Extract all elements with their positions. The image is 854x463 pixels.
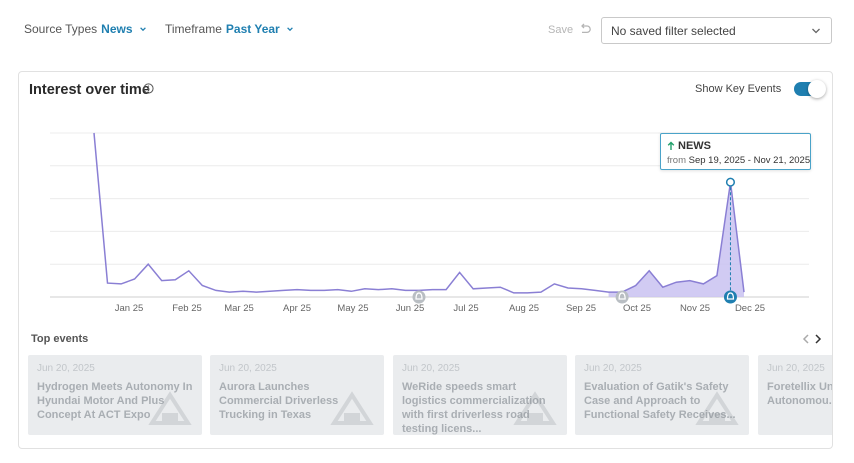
event-card[interactable]: Jun 20, 2025 Evaluation of Gatik's Safety… [575, 355, 749, 435]
timeframe-filter[interactable]: Timeframe Past Year [165, 22, 294, 36]
interest-over-time-card: Interest over time Show Key Events Jan 2… [18, 71, 833, 449]
x-tick-label: Jul 25 [453, 303, 478, 314]
key-event-marker [412, 290, 426, 304]
event-watermark-icon [513, 391, 557, 425]
tooltip-date-range: Sep 19, 2025 - Nov 21, 2025 [688, 155, 811, 166]
x-tick-label: May 25 [337, 303, 368, 314]
timeframe-label: Timeframe [165, 22, 222, 36]
event-headline: Hydrogen Meets Autonomy In Hyundai Motor… [37, 381, 193, 421]
highlight-area [608, 182, 744, 297]
bell-icon [415, 292, 423, 300]
x-tick-label: Feb 25 [172, 303, 202, 314]
source-types-filter[interactable]: Source Types News [24, 22, 147, 36]
event-date: Jun 20, 2025 [584, 363, 642, 374]
key-event-marker [615, 290, 629, 304]
x-tick-label: Mar 25 [224, 303, 254, 314]
event-watermark-icon [330, 391, 374, 425]
saved-filter-placeholder: No saved filter selected [611, 24, 736, 38]
x-tick-label: Dec 25 [735, 303, 765, 314]
chevron-down-icon [812, 28, 820, 34]
x-tick-label: Jan 25 [115, 303, 144, 314]
show-key-events-toggle[interactable] [794, 80, 826, 98]
events-carousel: Jun 20, 2025 Hydrogen Meets Autonomy In H… [28, 355, 832, 436]
timeframe-value[interactable]: Past Year [225, 22, 280, 36]
event-date: Jun 20, 2025 [219, 363, 277, 374]
event-headline: Evaluation of Gatik's Safety Case and Ap… [584, 381, 736, 421]
event-card[interactable]: Jun 20, 2025 Foretellix Un... Platform To… [758, 355, 832, 435]
event-card[interactable]: Jun 20, 2025 WeRide speeds smart logistic… [393, 355, 567, 435]
chevron-down-icon[interactable] [286, 25, 294, 33]
save-button[interactable]: Save [548, 24, 574, 36]
event-headline: Foretellix Un... Platform To... Autonomo… [767, 381, 832, 407]
arrow-up-icon [667, 141, 675, 150]
event-card[interactable]: Jun 20, 2025 Aurora Launches Commercial D… [210, 355, 384, 435]
tooltip-range: from Sep 19, 2025 - Nov 21, 2025 [667, 155, 810, 166]
x-tick-label: Jun 25 [396, 303, 425, 314]
chevron-down-icon[interactable] [139, 25, 147, 33]
chevron-right-icon[interactable] [814, 334, 822, 344]
event-headline: Aurora Launches Commercial Driverless Tr… [219, 381, 339, 421]
source-types-value[interactable]: News [101, 22, 133, 36]
event-card[interactable]: Jun 20, 2025 Hydrogen Meets Autonomy In H… [28, 355, 202, 435]
series-line [93, 132, 745, 294]
x-tick-label: Sep 25 [566, 303, 596, 314]
tooltip-from-label: from [667, 155, 686, 166]
card-title: Interest over time [29, 82, 150, 98]
event-watermark-icon [695, 391, 739, 425]
event-watermark-icon [148, 391, 192, 425]
saved-filter-select[interactable]: No saved filter selected [601, 17, 832, 44]
x-tick-label: Nov 25 [680, 303, 710, 314]
toggle-knob[interactable] [808, 80, 826, 98]
key-event-marker [723, 290, 737, 304]
show-key-events-label: Show Key Events [695, 83, 782, 95]
interest-chart: Jan 25 Feb 25 Mar 25 Apr 25 May 25 Jun 25 Jul … [50, 132, 809, 314]
info-icon[interactable] [143, 83, 154, 94]
event-date: Jun 20, 2025 [767, 363, 825, 374]
bell-icon [618, 292, 626, 300]
undo-icon[interactable] [578, 22, 592, 36]
chevron-left-icon[interactable] [802, 334, 810, 344]
event-date: Jun 20, 2025 [402, 363, 460, 374]
top-events-title: Top events [31, 333, 89, 345]
bell-icon [726, 292, 735, 300]
x-tick-label: Aug 25 [509, 303, 539, 314]
x-tick-label: Oct 25 [623, 303, 651, 314]
tooltip-title: NEWS [678, 140, 711, 152]
event-headline: WeRide speeds smart logistics commercial… [402, 381, 546, 435]
x-tick-label: Apr 25 [283, 303, 311, 314]
peak-point [725, 177, 736, 187]
chart-tooltip: NEWS from Sep 19, 2025 - Nov 21, 2025 [660, 133, 811, 170]
source-types-label: Source Types [24, 22, 98, 36]
event-date: Jun 20, 2025 [37, 363, 95, 374]
filter-bar: Source Types News Timeframe Past Year Sa… [0, 0, 854, 60]
